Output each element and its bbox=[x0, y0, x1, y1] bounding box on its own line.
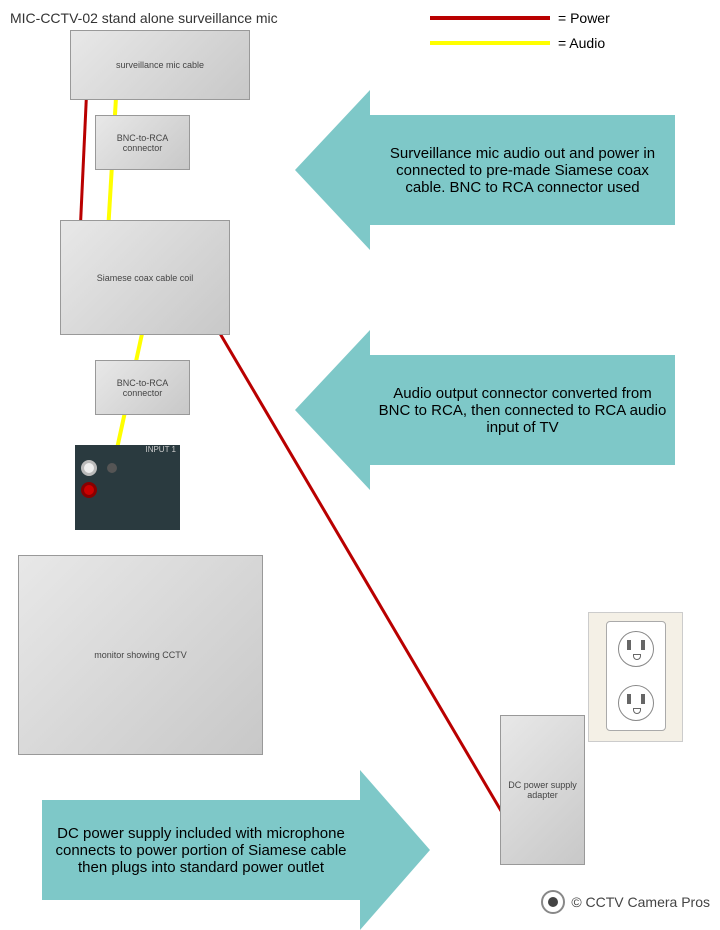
component-wall-outlet bbox=[588, 612, 683, 742]
callout-arrowhead-icon bbox=[295, 90, 370, 250]
rca-panel-label-input: INPUT 1 bbox=[75, 445, 180, 454]
legend-audio-label: = Audio bbox=[558, 35, 605, 51]
rca-jack-red-icon bbox=[81, 482, 97, 498]
callout-1: Surveillance mic audio out and power in … bbox=[295, 90, 710, 250]
legend-power-swatch bbox=[430, 16, 550, 20]
callout-arrowhead-icon bbox=[360, 770, 430, 930]
callout-3-text: DC power supply included with microphone… bbox=[42, 800, 360, 900]
component-monitor: monitor showing CCTV bbox=[18, 555, 263, 755]
callout-3: DC power supply included with microphone… bbox=[10, 770, 430, 930]
copyright-text: © CCTV Camera Pros bbox=[571, 894, 710, 910]
rca-jack-yellow-icon bbox=[107, 463, 117, 473]
callout-notch-icon bbox=[10, 800, 42, 900]
callout-2: Audio output connector converted from BN… bbox=[295, 330, 710, 490]
callout-1-text: Surveillance mic audio out and power in … bbox=[370, 115, 675, 225]
component-coax-coil: Siamese coax cable coil bbox=[60, 220, 230, 335]
outlet-socket-icon bbox=[618, 631, 654, 667]
logo-icon bbox=[541, 890, 565, 914]
page-title: MIC-CCTV-02 stand alone surveillance mic bbox=[10, 10, 278, 26]
component-rca-panel: INPUT 1 bbox=[75, 445, 180, 530]
legend-power: = Power bbox=[430, 10, 610, 26]
rca-jack-white-icon bbox=[81, 460, 97, 476]
copyright: © CCTV Camera Pros bbox=[541, 890, 710, 914]
component-bnc-connector-2: BNC-to-RCA connector bbox=[95, 360, 190, 415]
component-bnc-connector-1: BNC-to-RCA connector bbox=[95, 115, 190, 170]
component-power-supply: DC power supply adapter bbox=[500, 715, 585, 865]
outlet-socket-icon bbox=[618, 685, 654, 721]
legend-audio: = Audio bbox=[430, 35, 605, 51]
legend-power-label: = Power bbox=[558, 10, 610, 26]
callout-notch-icon bbox=[675, 115, 710, 225]
legend-audio-swatch bbox=[430, 41, 550, 45]
callout-notch-icon bbox=[675, 355, 710, 465]
component-mic: surveillance mic cable bbox=[70, 30, 250, 100]
callout-arrowhead-icon bbox=[295, 330, 370, 490]
callout-2-text: Audio output connector converted from BN… bbox=[370, 355, 675, 465]
